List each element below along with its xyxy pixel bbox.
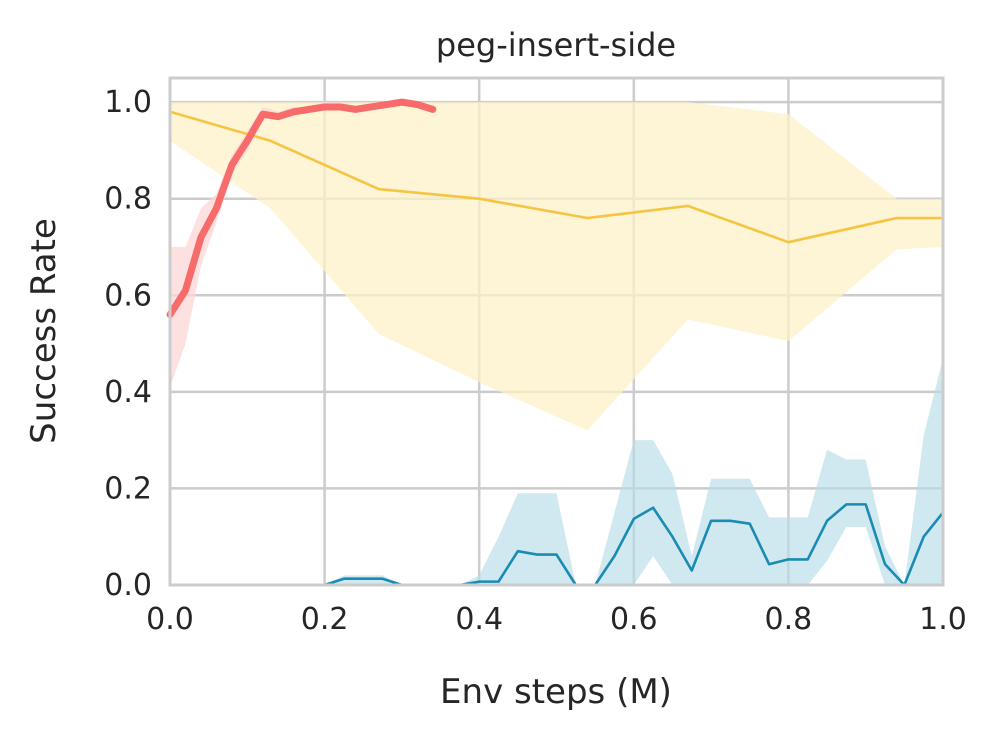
x-tick-label: 0.8 [765, 602, 813, 637]
x-tick-label: 0.2 [301, 602, 349, 637]
blue-confidence-band [170, 358, 943, 585]
confidence-bands [170, 102, 943, 585]
x-tick-label: 0.4 [455, 602, 503, 637]
y-tick-label: 0.0 [104, 568, 152, 603]
y-tick-label: 0.8 [104, 182, 152, 217]
x-tick-label: 1.0 [919, 602, 967, 637]
y-tick-label: 0.6 [104, 278, 152, 313]
y-tick-label: 0.2 [104, 471, 152, 506]
yellow-series-line [168, 110, 945, 244]
yellow-confidence-band [170, 102, 943, 431]
chart-title: peg-insert-side [436, 26, 676, 64]
red-series-line [166, 98, 437, 319]
tick-labels: 0.0 0.2 0.4 0.6 0.8 1.0 0.0 0.2 0.4 0.6 0.8 1.0 [104, 85, 967, 637]
x-axis-title: Env steps (M) [440, 672, 672, 712]
plot-frame [168, 76, 945, 587]
x-tick-label: 0.0 [146, 602, 194, 637]
y-tick-label: 0.4 [104, 375, 152, 410]
y-axis-title: Success Rate [24, 218, 64, 444]
x-tick-label: 0.6 [610, 602, 658, 637]
y-tick-label: 1.0 [104, 85, 152, 120]
